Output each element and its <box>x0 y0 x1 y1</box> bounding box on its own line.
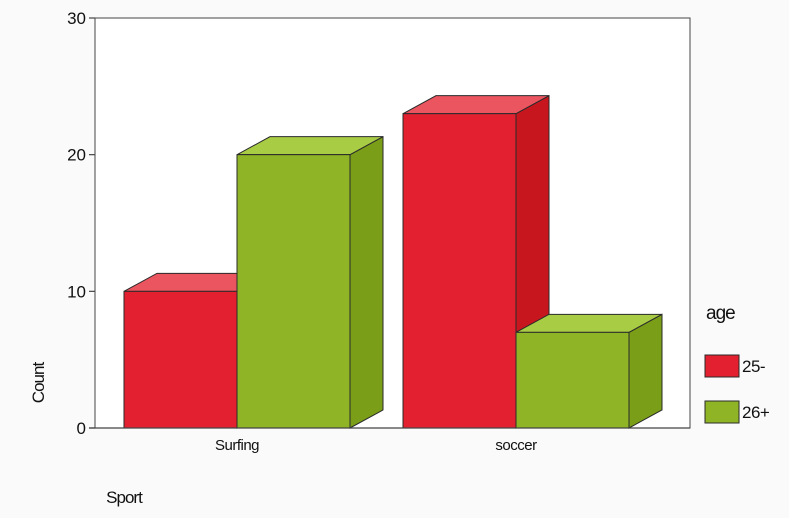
legend-swatch <box>704 400 740 424</box>
y-tick-label: 10 <box>67 282 86 301</box>
legend-label: 25- <box>742 357 765 376</box>
bar-soccer-26 <box>515 313 663 429</box>
x-tick-label: soccer <box>495 437 537 454</box>
bar-side-face <box>349 135 384 429</box>
bar-front-face <box>123 290 238 429</box>
legend-swatch <box>704 354 740 378</box>
legend-label: 26+ <box>742 403 770 422</box>
bar-surfing-26 <box>236 135 384 429</box>
x-axis-label: Sport <box>106 488 143 507</box>
x-tick-label: Surfing <box>215 437 259 454</box>
legend: age 25- 26+ <box>704 303 770 424</box>
y-axis-label: Count <box>29 362 48 404</box>
legend-title: age <box>706 303 735 324</box>
bar-side-face <box>628 313 663 429</box>
y-tick-label: 20 <box>67 146 86 165</box>
bar-front-face <box>515 331 630 429</box>
bars <box>123 94 663 429</box>
bar-front-face <box>402 113 517 429</box>
bar-front-face <box>236 154 351 429</box>
y-tick-label: 30 <box>67 9 86 28</box>
y-tick-label: 0 <box>77 419 86 438</box>
axes: Count Sport 0 10 20 30 Surfing soccer <box>29 9 690 507</box>
